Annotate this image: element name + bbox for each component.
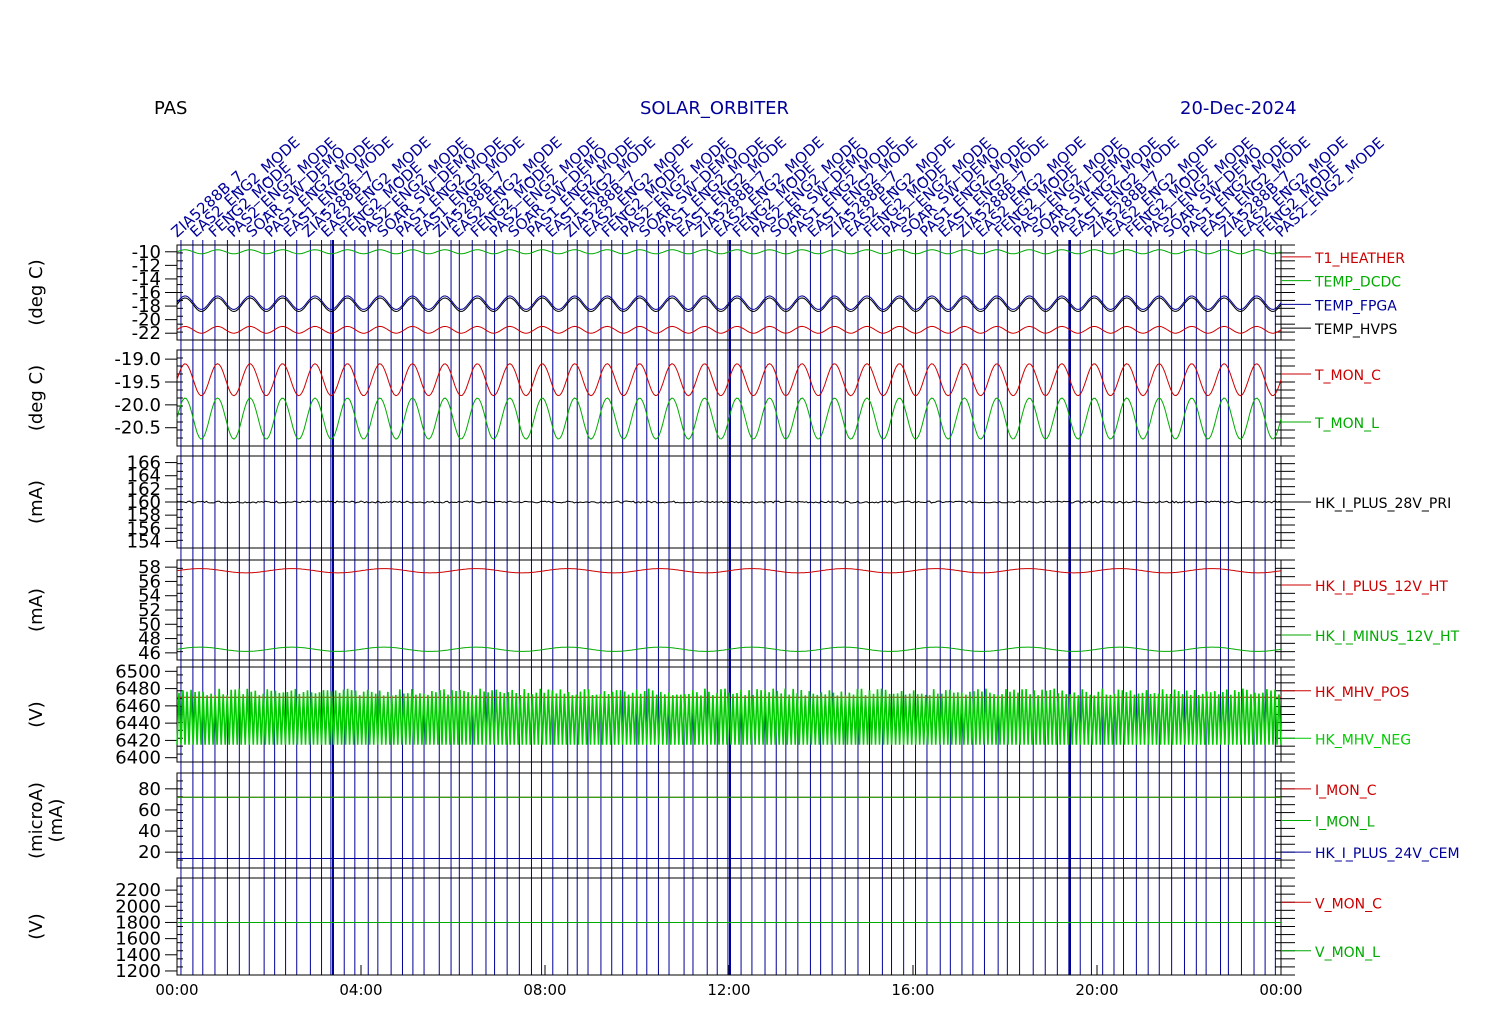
y-tick-label: -10 [132,242,161,263]
y-tick-label: 1600 [115,929,161,950]
legend-label: V_MON_C [1315,896,1382,912]
legend-label: V_MON_L [1315,945,1380,961]
legend-label: HK_I_PLUS_28V_PRI [1315,496,1451,512]
y-tick-label: -22 [132,323,161,344]
legend-label: T_MON_C [1314,368,1381,384]
series-t_mon_c [176,363,1282,397]
series-t_mon_l [176,397,1282,440]
y-tick-label: 6420 [115,730,161,751]
y-tick-label: 6460 [115,696,161,717]
x-tick-label: 04:00 [339,981,382,999]
series-temp_dcdc [176,249,1282,255]
legend-label: HK_I_PLUS_24V_CEM [1315,846,1460,862]
legend-label: HK_I_MINUS_12V_HT [1315,629,1460,645]
y-tick-label: -16 [132,283,161,304]
y-tick-label: 20 [138,842,161,863]
y-tick-label: -19.5 [114,372,161,393]
y-tick-label: 50 [138,614,161,635]
series-temp_fpga [176,295,1282,311]
series-temp_hvps [176,297,1282,313]
y-tick-label: 162 [127,479,161,500]
legend-label: I_MON_L [1315,815,1375,831]
legend-label: HK_I_PLUS_12V_HT [1315,579,1448,595]
y-tick-label: 1400 [115,945,161,966]
y-tick-label: -20.5 [114,418,161,439]
y-tick-label: 58 [138,557,161,578]
y-tick-label: -18 [132,296,161,317]
y-tick-label: -20.0 [114,395,161,416]
y-tick-label: 1200 [115,961,161,982]
x-tick-label: 16:00 [891,981,934,999]
y-axis-label: (V) [26,913,47,939]
legend-label: TEMP_HVPS [1314,322,1397,338]
x-tick-label: 00:00 [155,981,198,999]
y-tick-label: 2000 [115,896,161,917]
y-axis-label: (deg C) [26,365,47,431]
y-tick-label: 158 [127,505,161,526]
y-tick-label: 2200 [115,880,161,901]
y-axis-label: (mA) [26,480,47,524]
y-tick-label: 56 [138,571,161,592]
y-tick-label: 164 [127,466,161,487]
legend-label: T1_HEATHER [1314,251,1405,267]
y-tick-label: -19.0 [114,349,161,370]
x-tick-label: 20:00 [1075,981,1118,999]
y-axis-label: (deg C) [26,259,47,325]
y-axis-label: (mA) [46,799,67,843]
series-hk_i_minus_12v_ht [176,646,1282,652]
y-tick-label: 52 [138,600,161,621]
legend-label: HK_MHV_NEG [1315,732,1411,748]
y-tick-label: 60 [138,800,161,821]
x-tick-label: 08:00 [523,981,566,999]
y-tick-label: 40 [138,821,161,842]
y-tick-label: 166 [127,453,161,474]
series-t1_heather [176,325,1282,334]
y-tick-label: 1800 [115,912,161,933]
legend-label: T_MON_L [1314,416,1379,432]
y-axis-label: (V) [26,701,47,727]
y-axis-label: (mA) [26,588,47,632]
y-tick-label: -12 [132,255,161,276]
legend-label: TEMP_DCDC [1314,275,1401,291]
mission-label: SOLAR_ORBITER [640,98,790,119]
y-tick-label: 6480 [115,679,161,700]
x-tick-label: 12:00 [707,981,750,999]
series-hk_mhv_neg [176,688,1282,745]
y-tick-label: -14 [132,269,161,290]
legend-label: HK_MHV_POS [1315,685,1409,701]
x-tick-label: 00:00 [1259,981,1302,999]
y-tick-label: 46 [138,643,161,664]
y-tick-label: 48 [138,629,161,650]
y-tick-label: 154 [127,531,161,552]
legend-label: TEMP_FPGA [1314,298,1397,314]
y-tick-label: 160 [127,492,161,513]
y-tick-label: 80 [138,779,161,800]
y-tick-label: 6400 [115,748,161,769]
y-tick-label: 6440 [115,713,161,734]
series-hk_i_plus_28v_pri [176,500,1282,504]
date-label: 20-Dec-2024 [1180,98,1297,119]
y-tick-label: 6500 [115,661,161,682]
y-tick-label: -20 [132,310,161,331]
legend-label: I_MON_C [1315,783,1377,799]
y-axis-label: (microA) [26,782,47,859]
y-tick-label: 156 [127,518,161,539]
y-tick-label: 54 [138,586,161,607]
instrument-label: PAS [154,98,188,119]
series-hk_i_plus_12v_ht [176,568,1282,574]
